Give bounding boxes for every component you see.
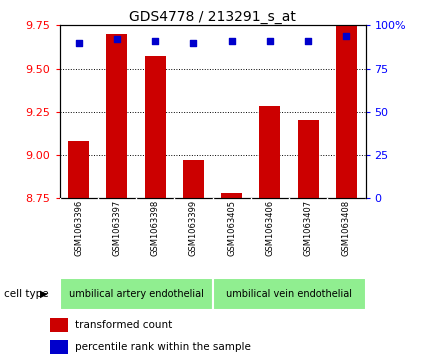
Text: GSM1063399: GSM1063399 xyxy=(189,200,198,256)
Point xyxy=(152,38,159,44)
Bar xyxy=(50,340,68,354)
Title: GDS4778 / 213291_s_at: GDS4778 / 213291_s_at xyxy=(129,11,296,24)
Text: percentile rank within the sample: percentile rank within the sample xyxy=(75,342,251,352)
Point xyxy=(305,38,312,44)
Bar xyxy=(298,120,319,198)
Bar xyxy=(183,160,204,198)
Bar xyxy=(212,278,366,310)
Point xyxy=(190,40,197,45)
Bar xyxy=(68,141,89,198)
Text: GSM1063398: GSM1063398 xyxy=(150,200,160,257)
Point xyxy=(75,40,82,45)
Point xyxy=(266,38,273,44)
Text: GSM1063408: GSM1063408 xyxy=(342,200,351,256)
Bar xyxy=(144,56,166,198)
Text: cell type: cell type xyxy=(4,289,49,299)
Text: umbilical vein endothelial: umbilical vein endothelial xyxy=(226,289,352,299)
Text: umbilical artery endothelial: umbilical artery endothelial xyxy=(68,289,204,299)
Text: GSM1063396: GSM1063396 xyxy=(74,200,83,257)
Text: GSM1063405: GSM1063405 xyxy=(227,200,236,256)
Text: ▶: ▶ xyxy=(40,289,47,299)
Bar xyxy=(106,34,128,198)
Bar xyxy=(221,193,242,198)
Point xyxy=(113,36,120,42)
Point xyxy=(343,33,350,38)
Bar xyxy=(336,22,357,198)
Text: GSM1063407: GSM1063407 xyxy=(303,200,313,256)
Text: transformed count: transformed count xyxy=(75,320,172,330)
Bar xyxy=(50,318,68,332)
Bar xyxy=(259,106,280,198)
Text: GSM1063397: GSM1063397 xyxy=(112,200,122,257)
Text: GSM1063406: GSM1063406 xyxy=(265,200,275,256)
Point xyxy=(228,38,235,44)
Bar xyxy=(60,278,212,310)
